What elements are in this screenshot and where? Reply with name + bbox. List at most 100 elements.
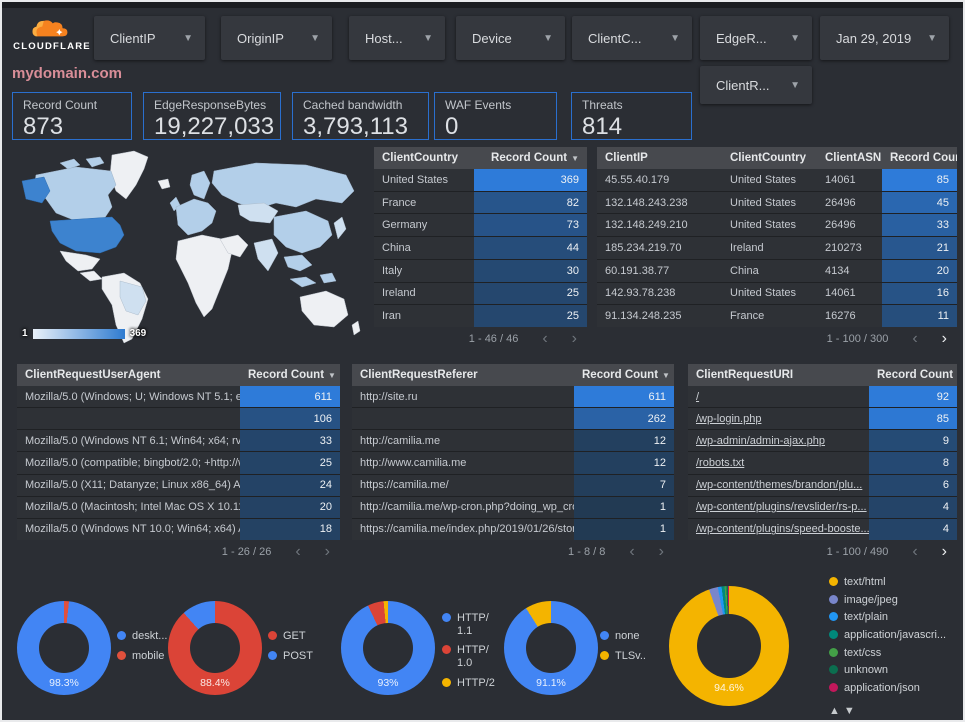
table-row[interactable]: /robots.txt 8 bbox=[688, 451, 957, 474]
legend-scroll-down-icon[interactable]: ▼ bbox=[843, 705, 855, 718]
column-header-clientasn[interactable]: ClientASN bbox=[825, 152, 882, 164]
column-header-record-count[interactable]: Record Count▼ bbox=[248, 369, 336, 381]
uri-link[interactable]: /wp-content/themes/brandon/plu... bbox=[696, 479, 863, 492]
filter-originip[interactable]: OriginIP ▼ bbox=[221, 16, 332, 60]
next-page-button[interactable]: › bbox=[941, 543, 947, 560]
table-row[interactable]: Mozilla/5.0 (Windows; U; Windows NT 5.1;… bbox=[17, 386, 340, 408]
donut-http-version[interactable]: 93% bbox=[341, 601, 435, 695]
filter-device[interactable]: Device ▼ bbox=[456, 16, 565, 60]
uri-link[interactable]: /wp-login.php bbox=[696, 412, 762, 425]
table-row[interactable]: Italy 30 bbox=[374, 258, 587, 282]
column-header-record-count[interactable]: Record Count▼ bbox=[890, 152, 957, 164]
uri-link[interactable]: /wp-content/plugins/revslider/rs-p... bbox=[696, 501, 867, 514]
uri-link[interactable]: / bbox=[696, 390, 700, 403]
legend-item-text-html[interactable]: text/html bbox=[829, 576, 946, 589]
table-row[interactable]: France 82 bbox=[374, 190, 587, 214]
column-header-clientcountry[interactable]: ClientCountry bbox=[382, 152, 459, 164]
next-page-button[interactable]: › bbox=[571, 330, 577, 347]
legend-item-unknown[interactable]: unknown bbox=[829, 664, 946, 677]
table-row[interactable]: China 44 bbox=[374, 236, 587, 259]
dimension-cell: 14061 bbox=[825, 287, 856, 300]
column-header-clientrequestuseragent[interactable]: ClientRequestUserAgent bbox=[25, 369, 161, 381]
sort-desc-icon[interactable]: ▼ bbox=[571, 154, 579, 163]
donut-http-method[interactable]: 88.4% bbox=[168, 601, 262, 695]
prev-page-button[interactable]: ‹ bbox=[912, 330, 918, 347]
legend-item-deskt[interactable]: deskt... bbox=[117, 630, 167, 643]
filter-clientip[interactable]: ClientIP ▼ bbox=[94, 16, 205, 60]
uri-link[interactable]: /robots.txt bbox=[696, 456, 745, 469]
column-header-clientcountry[interactable]: ClientCountry bbox=[730, 152, 807, 164]
table-row[interactable]: http://site.ru 611 bbox=[352, 386, 674, 408]
legend-item-text-css[interactable]: text/css bbox=[829, 647, 946, 660]
legend-item-http-1-1[interactable]: HTTP/ 1.1 bbox=[442, 612, 495, 637]
uri-link[interactable]: /wp-admin/admin-ajax.php bbox=[696, 434, 826, 447]
prev-page-button[interactable]: ‹ bbox=[295, 543, 301, 560]
table-row[interactable]: Ireland 25 bbox=[374, 281, 587, 305]
legend-item-get[interactable]: GET bbox=[268, 630, 313, 643]
donut-tls-version[interactable]: 91.1% bbox=[504, 601, 598, 695]
column-header-record-count[interactable]: Record Count▼ bbox=[491, 152, 579, 164]
legend-item-post[interactable]: POST bbox=[268, 650, 313, 663]
table-row[interactable]: Iran 25 bbox=[374, 304, 587, 328]
filter-edger[interactable]: EdgeR... ▼ bbox=[700, 16, 812, 60]
table-row[interactable]: Mozilla/5.0 (X11; Datanyze; Linux x86_64… bbox=[17, 473, 340, 496]
table-row[interactable]: /wp-content/themes/brandon/plu... 6 bbox=[688, 473, 957, 496]
legend-scroll-up-icon[interactable]: ▲ bbox=[829, 705, 840, 718]
sort-desc-icon[interactable]: ▼ bbox=[662, 371, 670, 380]
table-row[interactable]: 132.148.249.210 United States 26496 33 bbox=[597, 213, 957, 237]
table-row[interactable]: 45.55.40.179 United States 14061 85 bbox=[597, 169, 957, 191]
table-row[interactable]: Mozilla/5.0 (Windows NT 6.1; Win64; x64;… bbox=[17, 429, 340, 452]
legend-item-application-json[interactable]: application/json bbox=[829, 682, 946, 695]
table-row[interactable]: 132.148.243.238 United States 26496 45 bbox=[597, 190, 957, 214]
donut-device-category[interactable]: 98.3% bbox=[17, 601, 111, 695]
table-row[interactable]: Germany 73 bbox=[374, 213, 587, 237]
date-range-filter[interactable]: Jan 29, 2019 ▼ bbox=[820, 16, 949, 60]
filter-clientrequest[interactable]: ClientR... ▼ bbox=[700, 66, 812, 104]
column-header-clientrequesturi[interactable]: ClientRequestURI bbox=[696, 369, 794, 381]
table-row[interactable]: 185.234.219.70 Ireland 210273 21 bbox=[597, 236, 957, 259]
table-row[interactable]: /wp-admin/admin-ajax.php 9 bbox=[688, 429, 957, 452]
table-row[interactable]: http://www.camilia.me 12 bbox=[352, 451, 674, 474]
table-row[interactable]: /wp-login.php 85 bbox=[688, 407, 957, 430]
filter-host[interactable]: Host... ▼ bbox=[349, 16, 445, 60]
sort-desc-icon[interactable]: ▼ bbox=[328, 371, 336, 380]
prev-page-button[interactable]: ‹ bbox=[542, 330, 548, 347]
table-row[interactable]: 91.134.248.235 France 16276 11 bbox=[597, 304, 957, 328]
world-map-choropleth[interactable]: 1 369 bbox=[16, 147, 366, 347]
legend-item-application-javascri[interactable]: application/javascri... bbox=[829, 629, 946, 642]
table-row[interactable]: 142.93.78.238 United States 14061 16 bbox=[597, 281, 957, 305]
column-header-record-count[interactable]: Record Count▼ bbox=[582, 369, 670, 381]
table-row[interactable]: /wp-content/plugins/speed-booste... 4 bbox=[688, 517, 957, 540]
uri-link[interactable]: /wp-content/plugins/speed-booste... bbox=[696, 523, 869, 536]
next-page-button[interactable]: › bbox=[324, 543, 330, 560]
table-row[interactable]: / 92 bbox=[688, 386, 957, 408]
legend-item-image-jpeg[interactable]: image/jpeg bbox=[829, 594, 946, 607]
column-header-record-count[interactable]: Record Count▼ bbox=[877, 369, 954, 381]
legend-item-text-plain[interactable]: text/plain bbox=[829, 611, 946, 624]
legend-item-mobile[interactable]: mobile bbox=[117, 650, 167, 663]
table-row[interactable]: 60.191.38.77 China 4134 20 bbox=[597, 258, 957, 282]
donut-content-type[interactable]: 94.6% bbox=[669, 586, 789, 706]
table-row[interactable]: http://camilia.me/wp-cron.php?doing_wp_c… bbox=[352, 495, 674, 518]
table-row[interactable]: https://camilia.me/7 bbox=[352, 473, 674, 496]
table-row[interactable]: Mozilla/5.0 (Macintosh; Intel Mac OS X 1… bbox=[17, 495, 340, 518]
prev-page-button[interactable]: ‹ bbox=[629, 543, 635, 560]
table-row[interactable]: /wp-content/plugins/revslider/rs-p... 4 bbox=[688, 495, 957, 518]
table-row[interactable]: Mozilla/5.0 (Windows NT 10.0; Win64; x64… bbox=[17, 517, 340, 540]
column-header-clientip[interactable]: ClientIP bbox=[605, 152, 648, 164]
legend-item-tlsv[interactable]: TLSv.. bbox=[600, 650, 646, 663]
table-row[interactable]: Mozilla/5.0 (compatible; bingbot/2.0; +h… bbox=[17, 451, 340, 474]
next-page-button[interactable]: › bbox=[658, 543, 664, 560]
table-row[interactable]: https://camilia.me/index.php/2019/01/26/… bbox=[352, 517, 674, 540]
legend-item-http-1-0[interactable]: HTTP/ 1.0 bbox=[442, 644, 495, 669]
prev-page-button[interactable]: ‹ bbox=[912, 543, 918, 560]
table-row[interactable]: http://camilia.me 12 bbox=[352, 429, 674, 452]
table-row[interactable]: United States 369 bbox=[374, 169, 587, 191]
legend-item-none[interactable]: none bbox=[600, 630, 646, 643]
table-row[interactable]: 106 bbox=[17, 407, 340, 430]
column-header-clientrequestreferer[interactable]: ClientRequestReferer bbox=[360, 369, 478, 381]
next-page-button[interactable]: › bbox=[941, 330, 947, 347]
legend-item-http-2[interactable]: HTTP/2 bbox=[442, 677, 495, 690]
table-row[interactable]: 262 bbox=[352, 407, 674, 430]
filter-clientc[interactable]: ClientC... ▼ bbox=[572, 16, 692, 60]
